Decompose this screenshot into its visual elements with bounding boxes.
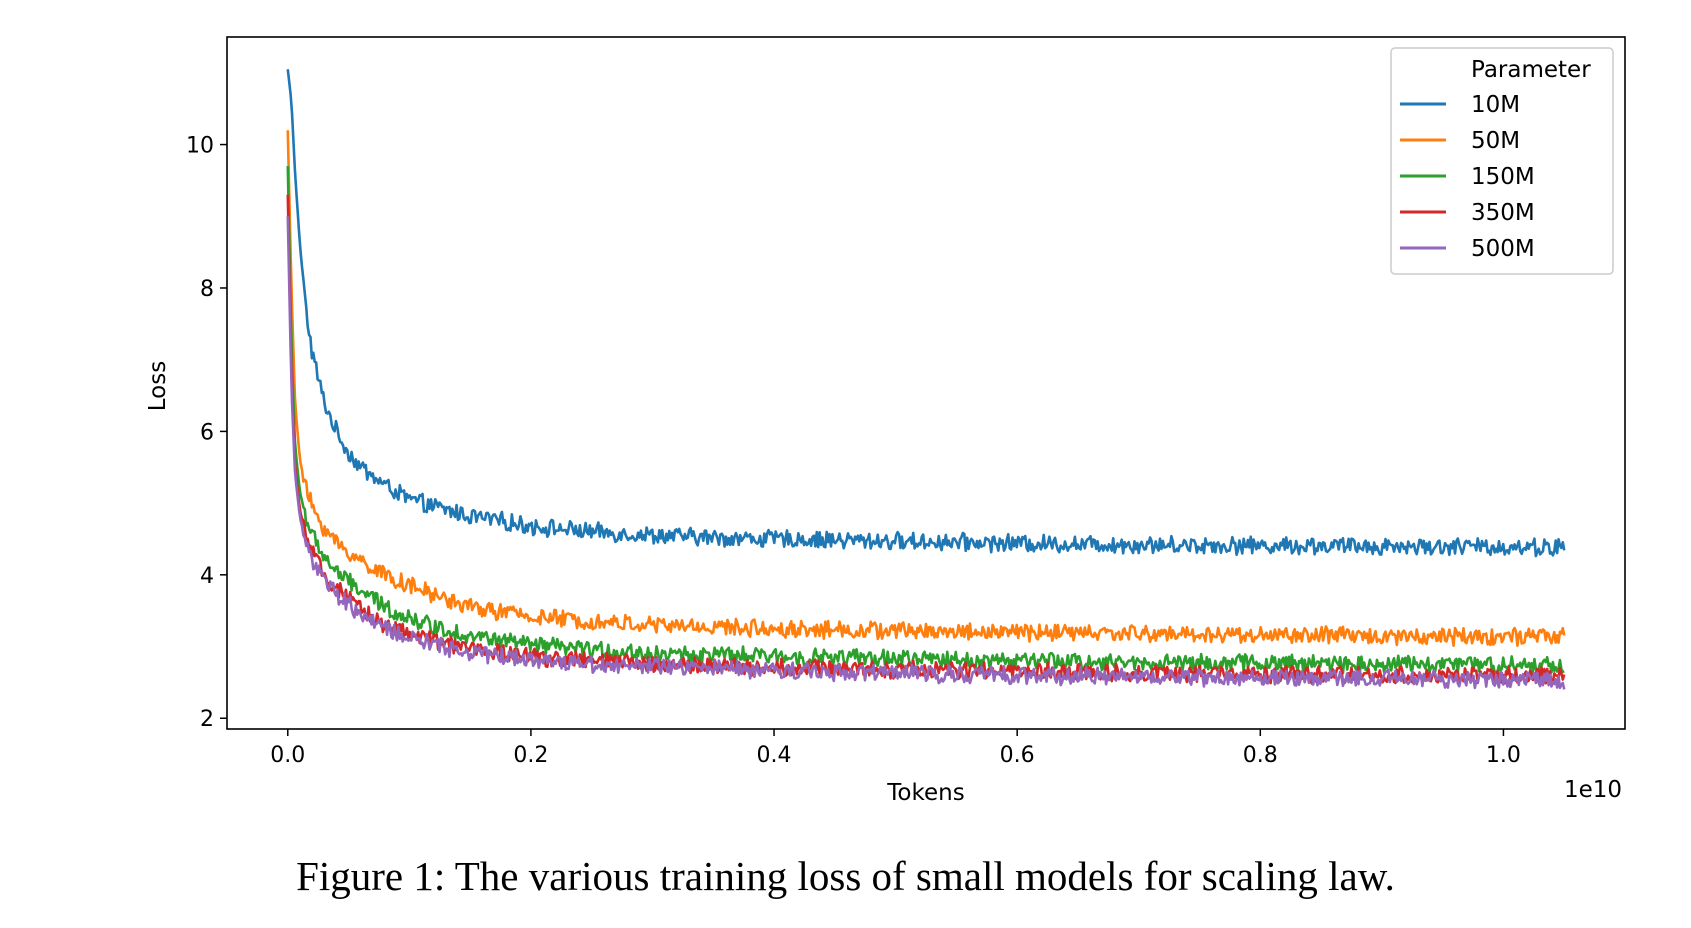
legend-label-350M: 350M [1471, 200, 1535, 226]
y-tick-label: 4 [200, 564, 214, 589]
legend-label-150M: 150M [1471, 164, 1535, 190]
x-tick-label: 0.4 [757, 743, 792, 768]
x-tick-label: 0.8 [1243, 743, 1278, 768]
y-axis-label: Loss [145, 361, 171, 411]
x-tick-label: 0.6 [1000, 743, 1035, 768]
y-tick-label: 10 [186, 134, 214, 159]
figure-caption: Figure 1: The various training loss of s… [296, 853, 1395, 899]
x-tick-label: 0.2 [513, 743, 548, 768]
legend-label-50M: 50M [1471, 128, 1520, 154]
y-tick-label: 2 [200, 707, 214, 732]
legend-entries: 10M 50M 150M 350M 500M [1400, 92, 1535, 262]
legend-label-10M: 10M [1471, 92, 1520, 118]
x-axis-label: Tokens [886, 780, 964, 806]
series-line-50M [286, 130, 1566, 647]
series-layer [286, 69, 1566, 690]
plot-area-frame [226, 36, 1626, 730]
x-tick-label: 0.0 [270, 743, 305, 768]
legend: Parameter 10M 50M 150M 350M 500M [1390, 47, 1614, 275]
y-tick-label: 6 [200, 420, 214, 445]
x-tick-label: 1.0 [1486, 743, 1521, 768]
y-tick-label: 8 [200, 277, 214, 302]
legend-box [1390, 47, 1614, 275]
series-line-10M [286, 69, 1566, 558]
series-line-150M [286, 166, 1565, 675]
legend-title: Parameter [1471, 57, 1591, 83]
legend-label-500M: 500M [1471, 236, 1535, 262]
axis-ticks: 0.0 0.2 0.4 0.6 0.8 1.0 2 4 6 8 10 [186, 134, 1521, 768]
series-line-500M [286, 216, 1566, 690]
x-axis-offset-label: 1e10 [1564, 777, 1622, 803]
